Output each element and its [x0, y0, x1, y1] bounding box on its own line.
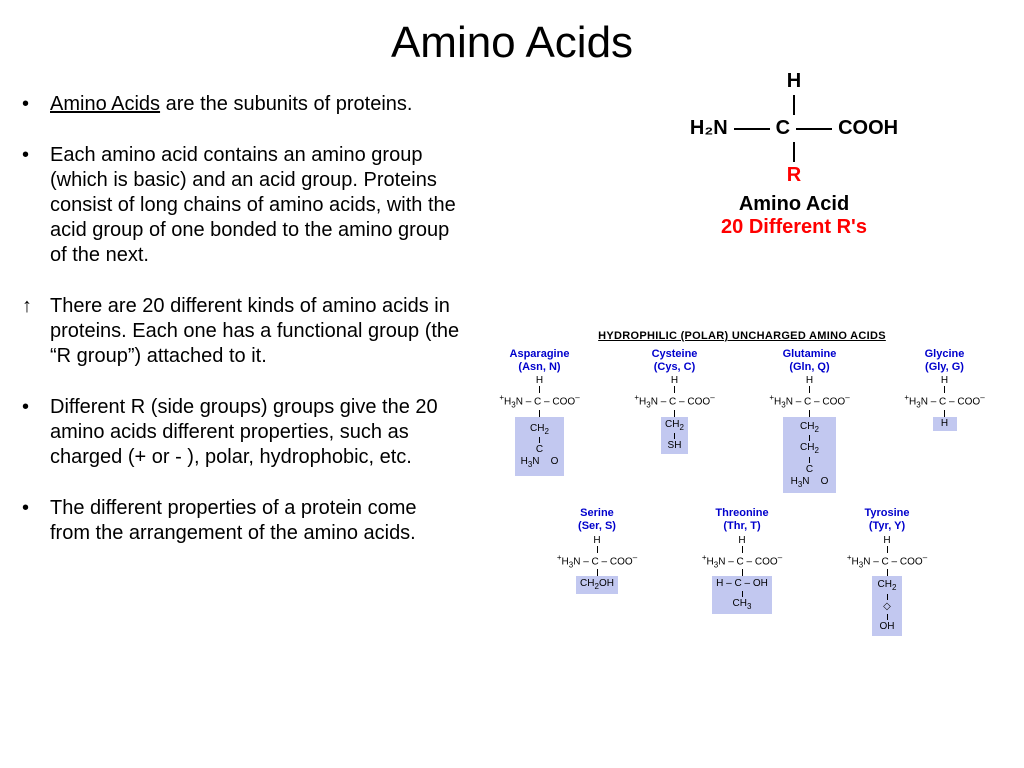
aa-sidechain: CH2OH	[576, 576, 618, 594]
structure-label: Amino Acid	[624, 193, 964, 216]
aa-name: Cysteine(Cys, C)	[615, 348, 735, 373]
aa-top-h: H	[750, 375, 870, 386]
aa-backbone: +H3N – C – COO–	[537, 553, 657, 569]
aa-sidechain: H	[933, 417, 957, 431]
bond-vertical	[539, 386, 540, 393]
bullet-glyph: •	[20, 496, 50, 546]
bond-vertical	[793, 95, 795, 115]
bullet-glyph: •	[20, 395, 50, 470]
aa-name: Glutamine(Gln, Q)	[750, 348, 870, 373]
bond-vertical	[887, 546, 888, 553]
bond-vertical	[539, 410, 540, 417]
structure-sublabel: 20 Different R's	[624, 216, 964, 239]
bullet-text: There are 20 different kinds of amino ac…	[50, 294, 460, 369]
bond-vertical	[944, 410, 945, 417]
bullet-item: ↑There are 20 different kinds of amino a…	[20, 294, 460, 369]
structure-left: H₂N	[690, 117, 728, 140]
aa-backbone: +H3N – C – COO–	[615, 393, 735, 409]
amino-acid-structure: H H₂N C COOH R Amino Acid 20 Different R…	[624, 70, 964, 239]
bond-vertical	[742, 569, 743, 576]
bullet-text: The different properties of a protein co…	[50, 496, 460, 546]
aa-name: Glycine(Gly, G)	[885, 348, 1005, 373]
bullet-glyph: •	[20, 92, 50, 117]
bullet-item: •Amino Acids are the subunits of protein…	[20, 92, 460, 117]
bullet-text: Different R (side groups) groups give th…	[50, 395, 460, 470]
structure-main-row: H₂N C COOH	[624, 117, 964, 140]
bond-vertical	[809, 386, 810, 393]
aa-sidechain: CH2CH3N O	[515, 417, 565, 476]
bond-vertical	[674, 410, 675, 417]
structure-top-h: H	[624, 70, 964, 93]
aa-backbone: +H3N – C – COO–	[885, 393, 1005, 409]
bullet-list: •Amino Acids are the subunits of protein…	[20, 92, 460, 572]
amino-acid-card: Asparagine(Asn, N) H +H3N – C – COO– CH2CH3…	[480, 348, 600, 493]
aa-name: Threonine(Thr, T)	[682, 507, 802, 532]
aa-name: Asparagine(Asn, N)	[480, 348, 600, 373]
chart-title: HYDROPHILIC (POLAR) UNCHARGED AMINO ACID…	[472, 330, 1012, 342]
aa-row-1: Asparagine(Asn, N) H +H3N – C – COO– CH2CH3…	[472, 348, 1012, 493]
structure-r-group: R	[624, 164, 964, 187]
aa-sidechain: CH2SH	[661, 417, 688, 455]
amino-acid-card: Threonine(Thr, T) H +H3N – C – COO– H – C –…	[682, 507, 802, 635]
bond-vertical	[597, 546, 598, 553]
bond-vertical	[887, 569, 888, 576]
bond-vertical	[944, 386, 945, 393]
aa-name: Tyrosine(Tyr, Y)	[827, 507, 947, 532]
aa-top-h: H	[537, 535, 657, 546]
aa-top-h: H	[480, 375, 600, 386]
bullet-glyph: •	[20, 143, 50, 268]
aa-name: Serine(Ser, S)	[537, 507, 657, 532]
amino-acid-card: Serine(Ser, S) H +H3N – C – COO– CH2OH	[537, 507, 657, 635]
amino-acid-card: Tyrosine(Tyr, Y) H +H3N – C – COO– CH2◇OH	[827, 507, 947, 635]
amino-acids-chart: HYDROPHILIC (POLAR) UNCHARGED AMINO ACID…	[472, 330, 1012, 650]
structure-right: COOH	[838, 117, 898, 140]
amino-acid-card: Cysteine(Cys, C) H +H3N – C – COO– CH2SH	[615, 348, 735, 493]
aa-backbone: +H3N – C – COO–	[682, 553, 802, 569]
bullet-glyph: ↑	[20, 294, 50, 369]
bond-vertical	[674, 386, 675, 393]
aa-top-h: H	[827, 535, 947, 546]
bullet-item: •Different R (side groups) groups give t…	[20, 395, 460, 470]
bullet-text: Each amino acid contains an amino group …	[50, 143, 460, 268]
amino-acid-card: Glutamine(Gln, Q) H +H3N – C – COO– CH2CH2C…	[750, 348, 870, 493]
bond-vertical	[793, 142, 795, 162]
bond-vertical	[742, 546, 743, 553]
aa-sidechain: H – C – OHCH3	[712, 576, 772, 614]
aa-backbone: +H3N – C – COO–	[827, 553, 947, 569]
aa-backbone: +H3N – C – COO–	[480, 393, 600, 409]
bullet-text: Amino Acids are the subunits of proteins…	[50, 92, 460, 117]
aa-row-2: Serine(Ser, S) H +H3N – C – COO– CH2OH Threo…	[472, 507, 1012, 635]
aa-top-h: H	[615, 375, 735, 386]
bullet-item: •The different properties of a protein c…	[20, 496, 460, 546]
aa-sidechain: CH2CH2CH3N O	[783, 417, 837, 494]
aa-backbone: +H3N – C – COO–	[750, 393, 870, 409]
aa-sidechain: CH2◇OH	[872, 576, 903, 636]
aa-top-h: H	[682, 535, 802, 546]
bond-vertical	[809, 410, 810, 417]
aa-top-h: H	[885, 375, 1005, 386]
bond-horizontal	[734, 128, 770, 130]
bond-horizontal	[796, 128, 832, 130]
amino-acid-card: Glycine(Gly, G) H +H3N – C – COO– H	[885, 348, 1005, 493]
bond-vertical	[597, 569, 598, 576]
page-title: Amino Acids	[0, 0, 1024, 68]
structure-center: C	[776, 117, 790, 140]
bullet-item: •Each amino acid contains an amino group…	[20, 143, 460, 268]
